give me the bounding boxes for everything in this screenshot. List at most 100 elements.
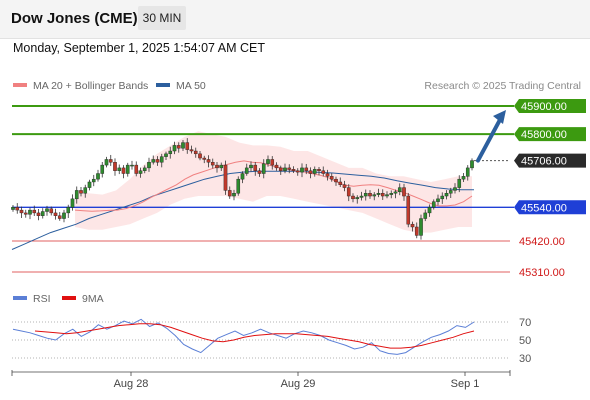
candle-25 <box>117 164 122 175</box>
candle-body-42 <box>189 149 194 152</box>
candle-body-10 <box>53 212 58 216</box>
rsi-panel: 70 50 30 <box>12 317 531 365</box>
candle-108 <box>470 158 474 171</box>
candle-90 <box>393 189 398 199</box>
forecast-arrow-layer <box>476 110 506 163</box>
candle-body-57 <box>253 164 258 171</box>
candle-97 <box>423 209 428 222</box>
legend-rsi-swatch <box>13 296 27 301</box>
candle-body-41 <box>185 142 190 150</box>
candle-18 <box>87 179 92 191</box>
candle-body-48 <box>215 164 219 169</box>
candle-body-73 <box>321 170 326 174</box>
candle-body-107 <box>465 167 470 177</box>
candle-15 <box>74 186 79 204</box>
candle-74 <box>325 169 330 181</box>
candle-4 <box>28 207 32 220</box>
candle-body-50 <box>223 164 228 191</box>
candle-body-37 <box>168 150 173 155</box>
candle-59 <box>261 159 266 179</box>
candle-body-104 <box>453 187 457 191</box>
candle-body-26 <box>121 167 126 174</box>
price-level-label-3: 45540.00 <box>514 200 586 215</box>
candle-body-89 <box>389 193 394 195</box>
candle-63 <box>278 165 283 175</box>
candle-47 <box>210 158 215 169</box>
price-labels-layer: 45900.00 45800.00 45706.00 45540.00 45420.00… <box>514 99 586 279</box>
candle-body-74 <box>325 173 330 177</box>
candle-60 <box>266 155 270 167</box>
candle-body-68 <box>300 167 304 173</box>
candle-body-67 <box>295 170 300 173</box>
candle-61 <box>270 156 275 170</box>
candle-body-28 <box>130 164 134 167</box>
candle-46 <box>206 155 211 168</box>
candle-24 <box>113 158 117 176</box>
candle-body-99 <box>431 201 436 208</box>
moving-average-layer <box>11 160 474 250</box>
candle-body-4 <box>28 209 32 215</box>
candle-88 <box>385 191 389 199</box>
candle-body-12 <box>62 212 66 219</box>
candle-94 <box>410 221 415 232</box>
bollinger-band-layer <box>75 131 472 233</box>
candle-35 <box>159 153 164 168</box>
time-tick-label-0: Aug 28 <box>114 378 149 390</box>
candle-body-76 <box>334 178 338 183</box>
candle-body-61 <box>270 159 275 166</box>
candle-12 <box>62 209 66 223</box>
candle-32 <box>147 157 151 172</box>
candle-body-1 <box>15 207 20 211</box>
ma20-line <box>74 160 473 212</box>
candle-36 <box>164 151 168 161</box>
candle-body-72 <box>317 169 321 171</box>
price-level-text-3: 45540.00 <box>521 202 567 214</box>
candle-26 <box>121 165 126 179</box>
candle-20 <box>96 169 100 182</box>
candle-81 <box>355 195 360 204</box>
candle-body-39 <box>176 145 181 149</box>
price-level-label-2: 45706.00 <box>514 153 586 168</box>
candle-106 <box>461 172 466 182</box>
candle-body-30 <box>138 170 143 174</box>
legend-ma50: MA 50 <box>156 80 206 92</box>
candle-body-86 <box>376 193 381 195</box>
legend-9ma-swatch <box>62 296 76 301</box>
candle-8 <box>45 205 49 216</box>
candle-19 <box>91 174 96 187</box>
candle-93 <box>406 192 411 228</box>
candle-101 <box>440 192 445 204</box>
candle-body-36 <box>164 153 168 157</box>
research-credit: Research © 2025 Trading Central <box>424 80 581 92</box>
candle-body-70 <box>308 170 313 174</box>
candle-body-62 <box>274 164 279 169</box>
candle-79 <box>346 184 351 202</box>
rsi-9ma-line <box>34 323 475 349</box>
candle-body-47 <box>210 162 215 166</box>
candle-64 <box>283 163 287 174</box>
candle-6 <box>36 208 41 221</box>
candle-87 <box>380 189 385 200</box>
candle-42 <box>189 145 194 154</box>
candle-body-5 <box>32 209 37 214</box>
candle-body-45 <box>202 157 207 160</box>
timeframe-badge[interactable]: 30 MIN <box>138 6 186 30</box>
candle-23 <box>108 154 113 166</box>
candle-37 <box>168 146 173 159</box>
candle-body-13 <box>66 207 71 214</box>
candle-92 <box>402 183 406 201</box>
legend-ma50-swatch <box>156 83 170 88</box>
candle-5 <box>32 205 37 217</box>
candle-body-3 <box>23 212 28 215</box>
candle-body-94 <box>410 223 415 228</box>
candle-body-75 <box>329 176 334 180</box>
candle-body-78 <box>342 184 347 188</box>
candle-body-54 <box>240 173 245 180</box>
candle-body-69 <box>304 167 309 171</box>
candle-body-101 <box>440 195 445 200</box>
candle-10 <box>53 208 58 220</box>
candle-58 <box>257 168 262 177</box>
candle-49 <box>219 162 224 171</box>
candle-body-84 <box>368 193 372 197</box>
